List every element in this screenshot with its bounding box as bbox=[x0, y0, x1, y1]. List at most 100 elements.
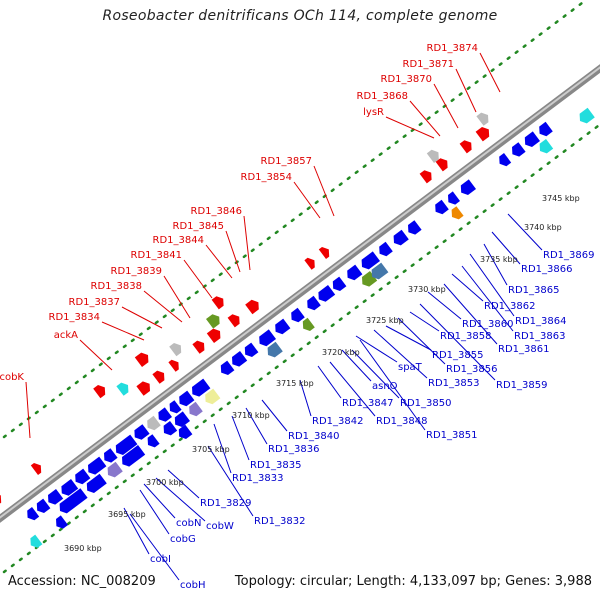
gene-arrow bbox=[178, 424, 193, 439]
reverse-label-leader bbox=[245, 407, 268, 445]
gene-arrow bbox=[379, 241, 393, 257]
label-leader-lines bbox=[25, 52, 543, 581]
ruler-tick-label: 3710 kbp bbox=[232, 411, 270, 420]
gene-arrow bbox=[512, 142, 526, 157]
reverse-label-leader bbox=[491, 231, 521, 265]
reverse-gene-label: RD1_3861 bbox=[498, 344, 549, 355]
forward-gene-label: RD1_3841 bbox=[131, 250, 182, 261]
forward-label-leader bbox=[225, 230, 241, 273]
forward-label-leader bbox=[101, 321, 145, 341]
backbone-highlight bbox=[0, 66, 600, 519]
reverse-gene-label: RD1_3847 bbox=[342, 398, 393, 409]
gene-arrow bbox=[163, 421, 178, 436]
gene-arrow bbox=[539, 121, 553, 137]
reverse-gene-label: RD1_3851 bbox=[426, 430, 477, 441]
forward-label-leader bbox=[25, 381, 31, 439]
gene-features bbox=[0, 107, 595, 548]
ruler-line-outer bbox=[0, 0, 589, 442]
gene-arrow bbox=[244, 342, 259, 357]
reverse-label-leader bbox=[483, 243, 508, 286]
gene-arrow bbox=[36, 498, 51, 513]
gene-arrow bbox=[227, 314, 240, 328]
gene-arrow bbox=[460, 179, 476, 195]
forward-gene-label: RD1_3845 bbox=[173, 221, 224, 232]
reverse-label-leader bbox=[351, 349, 400, 399]
gene-arrow bbox=[169, 343, 182, 357]
reverse-label-leader bbox=[385, 325, 432, 351]
gene-arrow bbox=[174, 411, 190, 427]
gene-arrow bbox=[448, 191, 460, 205]
reverse-label-leader bbox=[231, 415, 250, 461]
gene-arrow bbox=[86, 473, 107, 493]
forward-gene-label: RD1_3844 bbox=[153, 235, 204, 246]
gene-arrow bbox=[115, 434, 138, 455]
forward-gene-label: RD1_3857 bbox=[261, 156, 312, 167]
forward-label-leader bbox=[455, 68, 477, 113]
gene-arrow bbox=[579, 107, 595, 124]
gene-arrow bbox=[304, 257, 315, 270]
gene-arrow bbox=[475, 127, 490, 142]
reverse-label-leader bbox=[317, 365, 342, 399]
reverse-gene-label: cobG bbox=[170, 534, 196, 545]
gene-arrow bbox=[56, 515, 68, 529]
gene-arrow bbox=[318, 247, 330, 259]
gene-arrow bbox=[524, 131, 540, 147]
ruler-tick-label: 3720 kbp bbox=[322, 348, 360, 357]
gene-arrow bbox=[393, 229, 409, 246]
reverse-label-leader bbox=[261, 399, 288, 432]
reverse-label-leader bbox=[213, 423, 232, 474]
reverse-label-leader bbox=[207, 445, 254, 517]
reverse-gene-label: RD1_3858 bbox=[440, 331, 491, 342]
reverse-gene-label: RD1_3863 bbox=[514, 331, 565, 342]
forward-label-leader bbox=[409, 100, 441, 137]
ruler-tick-labels: 3745 kbp 3740 kbp 3735 kbp 3730 kbp 3725 kbp… bbox=[64, 194, 580, 553]
gene-arrow bbox=[275, 318, 291, 335]
gene-arrow bbox=[211, 296, 224, 310]
reverse-label-leader bbox=[469, 253, 515, 317]
gene-arrow bbox=[192, 340, 205, 354]
reverse-label-leader bbox=[443, 283, 498, 345]
gene-arrow bbox=[192, 378, 211, 397]
ruler-tick-label: 3715 kbp bbox=[276, 379, 314, 388]
reverse-gene-label: RD1_3842 bbox=[312, 416, 363, 427]
gene-arrow bbox=[134, 352, 149, 367]
reverse-gene-label: cobI bbox=[150, 554, 171, 565]
reverse-gene-label: RD1_3836 bbox=[268, 444, 319, 455]
gene-arrow bbox=[169, 400, 182, 414]
reverse-gene-label: RD1_3850 bbox=[400, 398, 451, 409]
gene-arrow bbox=[27, 507, 40, 521]
map-title: Roseobacter denitrificans OCh 114, compl… bbox=[102, 8, 498, 24]
ruler-tick-label: 3690 kbp bbox=[64, 544, 102, 553]
reverse-label-leader bbox=[155, 477, 206, 522]
forward-label-leader bbox=[79, 339, 113, 371]
gene-arrow bbox=[30, 534, 43, 548]
ruler-tick-label: 3700 kbp bbox=[146, 478, 184, 487]
gene-arrow bbox=[476, 112, 489, 126]
reverse-gene-label: cobW bbox=[206, 521, 234, 532]
gene-arrow bbox=[107, 461, 123, 478]
gene-arrow bbox=[116, 382, 129, 396]
forward-gene-label: ackA bbox=[54, 330, 78, 341]
forward-label-leader bbox=[385, 116, 435, 139]
gene-arrow bbox=[451, 206, 464, 220]
reverse-gene-label: RD1_3835 bbox=[250, 460, 301, 471]
reverse-label-leader bbox=[329, 361, 376, 417]
gene-arrow bbox=[136, 381, 150, 396]
forward-gene-label: RD1_3846 bbox=[191, 206, 242, 217]
reverse-gene-label: RD1_3866 bbox=[521, 264, 572, 275]
gene-arrow bbox=[408, 220, 422, 235]
gene-arrow bbox=[539, 139, 554, 154]
forward-strand-labels: RD1_3874 RD1_3871 RD1_3870 RD1_3868 lysR RD1_… bbox=[0, 43, 478, 383]
reverse-label-leader bbox=[299, 379, 312, 417]
gene-arrow bbox=[332, 276, 347, 291]
reverse-gene-label: RD1_3860 bbox=[462, 319, 513, 330]
gene-arrow bbox=[371, 262, 389, 280]
reverse-gene-label: RD1_3848 bbox=[376, 416, 427, 427]
gene-arrow bbox=[122, 445, 146, 467]
forward-gene-label: RD1_3868 bbox=[357, 91, 408, 102]
gene-arrow bbox=[206, 328, 221, 343]
gene-arrow bbox=[152, 370, 165, 384]
gene-arrow bbox=[459, 140, 472, 154]
